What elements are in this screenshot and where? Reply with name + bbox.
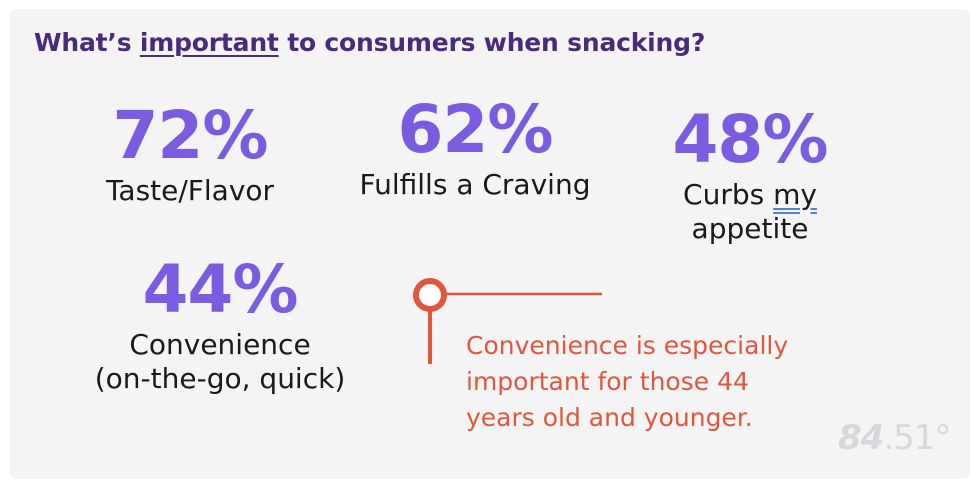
- stat-value: 72%: [112, 97, 269, 174]
- callout-line-3: years old and younger.: [466, 403, 753, 432]
- stat-label-underlined: my: [773, 178, 817, 211]
- title-prefix: What’s: [34, 28, 140, 57]
- logo-bold: 84: [838, 418, 884, 458]
- callout-line-1: Convenience is especially: [466, 331, 789, 360]
- stat-label-line2: (on-the-go, quick): [94, 362, 346, 395]
- infographic-card: [10, 9, 970, 479]
- stat-value: 62%: [397, 91, 554, 168]
- stat-craving: 62% Fulfills a Craving: [335, 92, 615, 202]
- stat-label: Fulfills a Craving: [359, 168, 591, 201]
- stat-convenience: 44% Convenience (on-the-go, quick): [60, 252, 380, 396]
- stat-taste: 72% Taste/Flavor: [70, 98, 310, 208]
- stat-label-pre: Curbs: [683, 178, 774, 211]
- stat-label-line2: appetite: [691, 212, 809, 245]
- callout-line-2: important for those 44: [466, 367, 749, 396]
- title-suffix: to consumers when snacking?: [278, 28, 706, 57]
- logo-light: .51°: [883, 418, 951, 458]
- callout-text: Convenience is especially important for …: [466, 328, 826, 436]
- stat-label: Convenience: [129, 328, 311, 361]
- stat-appetite: 48% Curbs my appetite: [640, 102, 860, 246]
- stat-value: 48%: [672, 101, 829, 178]
- title-emphasis: important: [139, 28, 279, 57]
- callout-marker: [413, 278, 447, 312]
- brand-logo: 84.51°: [838, 418, 951, 458]
- page-title: What’s important to consumers when snack…: [34, 28, 705, 57]
- stat-label: Curbs my: [640, 178, 860, 212]
- stat-label: Taste/Flavor: [105, 174, 275, 207]
- stat-value: 44%: [142, 251, 299, 328]
